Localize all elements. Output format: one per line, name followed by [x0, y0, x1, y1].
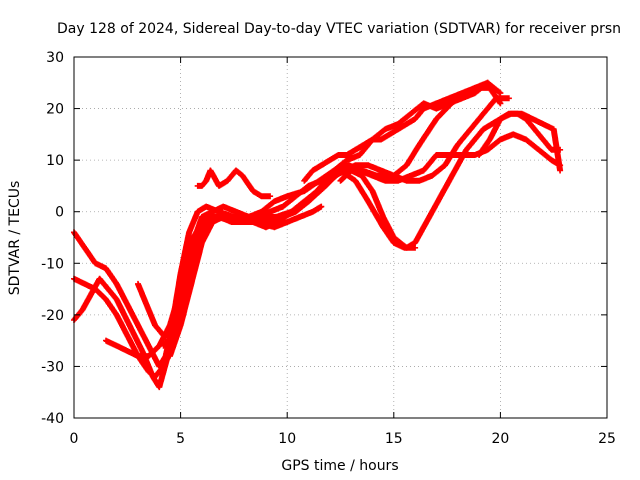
axis-ticks: [73, 56, 608, 419]
series-track-11: [301, 79, 504, 184]
series-track-9: [476, 110, 564, 174]
series-track-10: [194, 167, 274, 200]
y-tick-label: -40: [41, 411, 64, 427]
x-tick-label: 20: [491, 431, 509, 447]
plot-frame: [73, 56, 608, 419]
y-tick-label: 0: [55, 205, 64, 221]
y-tick-label: 10: [46, 153, 64, 169]
y-tick-label: -20: [41, 308, 64, 324]
x-axis-label: GPS time / hours: [281, 458, 398, 474]
y-axis-label: SDTVAR / TECUs: [7, 181, 23, 296]
x-tick-label: 25: [598, 431, 616, 447]
y-tick-label: -30: [41, 359, 64, 375]
chart-title: Day 128 of 2024, Sidereal Day-to-day VTE…: [57, 21, 621, 37]
x-tick-label: 15: [385, 431, 403, 447]
axis-tick-labels: 0 5 10 15 20 25 -40 -30 -20 -10 0 10 20 30: [41, 50, 616, 447]
x-tick-label: 5: [176, 431, 185, 447]
x-tick-label: 10: [278, 431, 296, 447]
y-tick-label: 30: [46, 50, 64, 66]
x-tick-label: 0: [70, 431, 79, 447]
y-tick-label: 20: [46, 102, 64, 118]
y-tick-label: -10: [41, 256, 64, 272]
